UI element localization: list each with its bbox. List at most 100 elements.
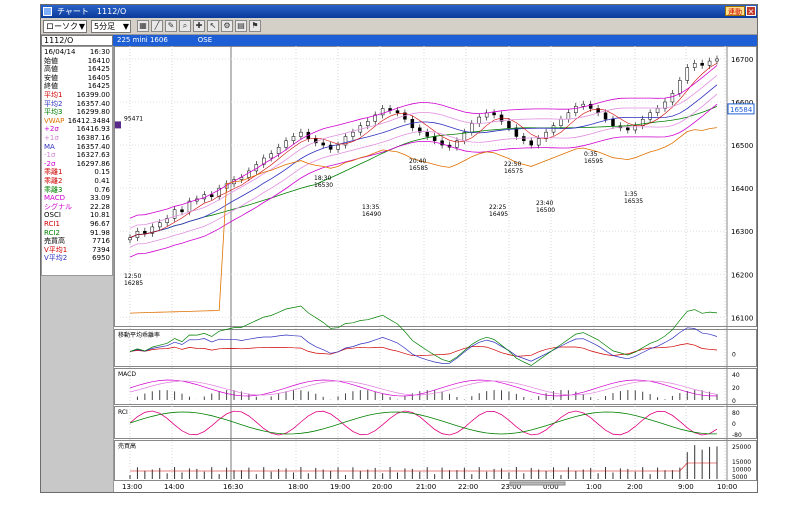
annotation-price: 16530 [314,182,333,189]
grid-icon[interactable]: ▦ [137,20,149,32]
arrow-icon[interactable]: ↖ [207,20,219,32]
data-value: 16425 [87,65,110,74]
instrument-name: 225 mini 1606 [117,36,168,44]
candle-body [269,153,273,159]
annotation-price: 16595 [584,158,603,165]
data-value: 16357.40 [76,142,110,151]
data-value: 22.28 [89,202,110,211]
annotation-price: 16500 [536,207,555,214]
data-value: 16399.00 [76,91,110,99]
chart-type-select[interactable]: ローソク ▼ [43,20,87,33]
bollinger-upper1-line [129,74,718,229]
data-label: +1σ [44,134,59,142]
candle-body [663,101,667,109]
candle-body [455,140,459,148]
x-tick-label: 2:00 [627,483,643,491]
candle-body [380,108,385,116]
cross-icon[interactable]: ✚ [193,20,205,32]
data-label: V平均2 [44,254,68,263]
pen-icon[interactable]: ✎ [165,20,177,32]
data-row: 乖離3 0.76 [42,186,112,195]
data-row: シグナル 22.28 [42,203,112,212]
mark-icon[interactable]: ⚑ [249,20,261,32]
data-label: V平均1 [44,245,68,254]
data-value: 7716 [92,237,110,246]
data-label: +2σ [44,125,59,134]
candle-body [640,118,645,126]
volume-profile-label: 95471 [124,116,143,123]
data-row: 売買高 7716 [42,237,112,246]
indicator-y-label: 40 [732,372,740,379]
indicator-y-label: 0 [732,398,736,405]
candle-body [143,230,147,234]
candle-body [707,60,712,66]
title-bar[interactable]: チャート 1112/O 連動 × [41,5,757,18]
x-tick-label: 23:00 [501,483,521,491]
candle-body [648,112,652,120]
data-row: 終値 16425 [42,82,112,91]
data-value: 16387.16 [76,134,110,142]
settings-icon[interactable]: ⚙ [221,20,233,32]
annotation-time: 0:35 [584,151,598,158]
ma3-line [129,106,718,239]
data-row: 平均2 16357.40 [42,100,112,109]
zoom-icon[interactable]: ⌕ [179,20,191,32]
line-icon[interactable]: ╱ [151,20,163,32]
data-value: 16357.40 [76,99,110,108]
data-label: 売買高 [44,237,65,246]
data-label: 平均1 [44,91,63,99]
data-row: MA 16357.40 [42,143,112,152]
print-icon[interactable]: ▤ [235,20,247,32]
x-tick-label: 16:30 [223,483,243,491]
data-value: 16412.3484 [67,116,110,125]
data-value: 16297.86 [76,159,110,168]
candle-body [261,157,266,165]
candle-body [715,58,719,62]
candle-body [418,127,422,133]
candle-body [276,146,281,154]
chart-area[interactable]: 16700 16600 16500 16400 16300 16200 16100 16584… [113,46,757,492]
close-button[interactable]: × [746,6,756,16]
indicator-y-label: 5000 [732,474,747,481]
candle-body [321,142,325,146]
y-tick-label: 16700 [731,56,753,64]
indicator-y-label: 25000 [732,444,751,451]
data-row: 安値 16405 [42,74,112,83]
annotation-price: 16575 [504,168,523,175]
candle-body [373,114,377,122]
data-label: 乖離3 [44,185,63,194]
candle-body [470,123,474,133]
data-label: RCI1 [44,220,60,228]
deviation-line [129,327,718,364]
data-value: 0.41 [94,177,110,185]
chart-svg[interactable]: 16700 16600 16500 16400 16300 16200 16100 16584… [114,46,757,492]
link-button[interactable]: 連動 [725,6,745,16]
data-row: MACD 33.09 [42,194,112,203]
data-row: 平均3 16299.80 [42,108,112,117]
annotation-time: 23:40 [536,200,553,207]
x-tick-label: 13:00 [122,483,142,491]
chart-window: チャート 1112/O 連動 × ローソク ▼ 5分足 ▼ ▦ ╱ ✎ ⌕ ✚ ↖ ⚙ ▤ ⚑ … [40,4,758,493]
indicator-panel-frame [114,406,757,439]
candle-body [678,80,682,94]
scroll-thumb [509,481,566,486]
annotation-price: 16495 [489,211,508,218]
interval-select[interactable]: 5分足 ▼ [91,20,131,33]
candle-body [581,103,586,107]
y-tick-label: 16100 [731,314,753,322]
data-label: シグナル [44,202,72,211]
symbol-code[interactable]: 1112/O [41,35,113,46]
data-row: +1σ 16387.16 [42,134,112,143]
window-title: チャート 1112/O [57,7,127,16]
data-row: -2σ 16297.86 [42,160,112,169]
x-tick-label: 0:00 [543,483,559,491]
data-row: 乖離2 0.41 [42,177,112,186]
candle-body [351,131,355,137]
exchange-name: OSE [197,36,213,44]
data-value: 33.09 [89,194,110,203]
candle-body [128,237,132,241]
data-value: 0.15 [94,168,110,177]
data-value: 0.76 [94,185,110,194]
candle-body [150,226,155,234]
instrument-info: 225 mini 1606 OSE [113,35,757,46]
